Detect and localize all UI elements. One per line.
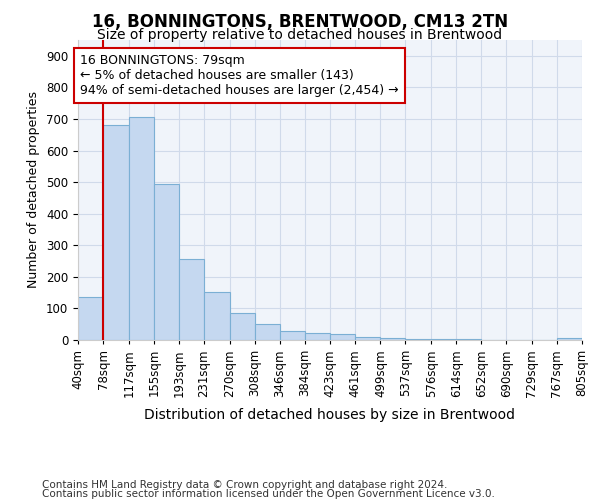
Bar [179,260,204,340]
Bar [204,292,230,340]
Text: 16, BONNINGTONS, BRENTWOOD, CM13 2TN: 16, BONNINGTONS, BRENTWOOD, CM13 2TN [92,12,508,30]
Bar [129,118,154,340]
Bar [78,298,103,340]
Text: Contains public sector information licensed under the Open Government Licence v3: Contains public sector information licen… [42,489,495,499]
Text: Size of property relative to detached houses in Brentwood: Size of property relative to detached ho… [97,28,503,42]
Bar [280,331,305,340]
Bar [355,337,380,340]
Y-axis label: Number of detached properties: Number of detached properties [28,92,40,288]
Bar [406,339,431,340]
Bar [380,338,406,340]
Bar [103,126,129,340]
Text: Contains HM Land Registry data © Crown copyright and database right 2024.: Contains HM Land Registry data © Crown c… [42,480,448,490]
Bar [305,333,331,340]
Bar [557,338,582,340]
Bar [230,312,254,340]
Text: 16 BONNINGTONS: 79sqm
← 5% of detached houses are smaller (143)
94% of semi-deta: 16 BONNINGTONS: 79sqm ← 5% of detached h… [80,54,398,97]
Bar [331,334,355,340]
Bar [254,324,280,340]
X-axis label: Distribution of detached houses by size in Brentwood: Distribution of detached houses by size … [145,408,515,422]
Bar [154,184,179,340]
